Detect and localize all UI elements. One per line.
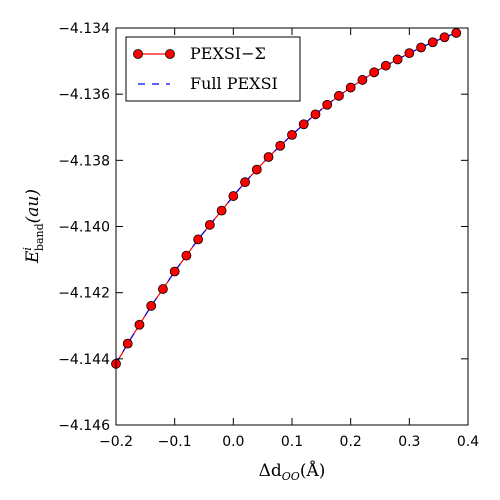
- data-point-pexsi-sigma: [298, 119, 309, 130]
- data-point-pexsi-sigma: [404, 48, 415, 59]
- x-tick-label: 0.0: [222, 434, 244, 450]
- legend: PEXSI−Σ Full PEXSI: [125, 36, 301, 102]
- data-point-pexsi-sigma: [169, 266, 180, 277]
- x-tick-label: 0.2: [340, 434, 362, 450]
- data-point-pexsi-sigma: [193, 234, 204, 245]
- y-tick-label: −4.138: [58, 153, 110, 169]
- legend-marker-pexsi-sigma-2: [165, 49, 175, 59]
- x-tick-label: 0.4: [457, 434, 479, 450]
- y-tick-label: −4.134: [58, 21, 110, 37]
- y-tick-label: −4.140: [58, 220, 110, 236]
- y-tick-label: −4.136: [58, 87, 110, 103]
- data-point-pexsi-sigma: [228, 191, 239, 201]
- data-point-pexsi-sigma: [345, 82, 356, 93]
- data-point-pexsi-sigma: [380, 60, 391, 71]
- data-point-pexsi-sigma: [427, 37, 438, 48]
- plot-frame: [115, 27, 469, 426]
- data-point-pexsi-sigma: [263, 152, 274, 162]
- data-point-pexsi-sigma: [275, 140, 286, 151]
- x-axis-ticks: −0.2 −0.1 0.0 0.1 0.2 0.3 0.4: [99, 28, 479, 450]
- legend-label-pexsi-sigma: PEXSI−Σ: [190, 44, 266, 63]
- x-tick-label: −0.1: [158, 434, 192, 450]
- y-tick-label: −4.144: [58, 352, 110, 368]
- data-point-pexsi-sigma: [216, 205, 227, 216]
- data-point-pexsi-sigma: [134, 319, 145, 330]
- data-point-pexsi-sigma: [240, 177, 250, 188]
- data-point-pexsi-sigma: [416, 42, 426, 53]
- data-point-pexsi-sigma: [392, 54, 403, 65]
- legend-marker-pexsi-sigma-1: [133, 49, 143, 59]
- data-point-pexsi-sigma: [181, 250, 192, 261]
- data-point-pexsi-sigma: [122, 338, 133, 349]
- data-point-pexsi-sigma: [439, 32, 450, 43]
- y-tick-label: −4.146: [58, 418, 110, 434]
- x-tick-label: 0.1: [281, 434, 303, 450]
- y-axis-label: Eiband(au): [21, 189, 46, 264]
- data-point-pexsi-sigma: [204, 219, 215, 230]
- data-point-pexsi-sigma: [310, 109, 321, 120]
- data-point-pexsi-sigma: [158, 284, 168, 294]
- data-point-pexsi-sigma: [251, 164, 262, 175]
- y-tick-label: −4.142: [58, 286, 110, 302]
- legend-label-full-pexsi: Full PEXSI: [190, 74, 278, 93]
- data-point-pexsi-sigma: [334, 90, 344, 101]
- x-tick-label: 0.3: [398, 434, 420, 450]
- data-point-pexsi-sigma: [357, 75, 368, 85]
- data-point-pexsi-sigma: [146, 300, 157, 311]
- data-point-pexsi-sigma: [287, 129, 297, 140]
- data-point-pexsi-sigma: [451, 28, 462, 38]
- data-point-pexsi-sigma: [322, 99, 333, 110]
- y-axis-ticks: −4.146 −4.144 −4.142 −4.140 −4.138 −4.136 −4.1…: [58, 21, 468, 434]
- plot-area: [111, 28, 462, 369]
- data-point-pexsi-sigma: [369, 67, 380, 78]
- x-axis-label: ΔdOO(Å): [259, 460, 326, 483]
- legend-frame: [125, 36, 301, 102]
- x-tick-label: −0.2: [99, 434, 133, 450]
